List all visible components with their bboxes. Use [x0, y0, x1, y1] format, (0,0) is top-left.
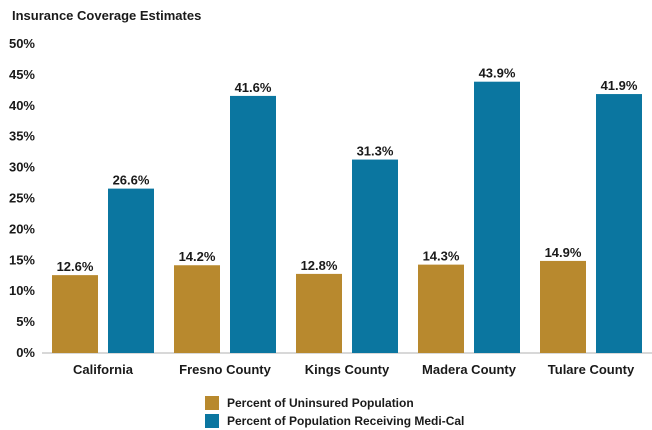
data-label: 41.9%: [601, 78, 638, 93]
bar-uninsured: [52, 275, 98, 353]
data-label: 14.2%: [179, 249, 216, 264]
bar-uninsured: [540, 260, 586, 353]
bar-medi-cal: [108, 188, 154, 353]
chart-legend: Percent of Uninsured Population Percent …: [205, 394, 464, 430]
data-label: 26.6%: [113, 173, 150, 188]
data-label: 31.3%: [357, 144, 394, 159]
legend-swatch-uninsured: [205, 396, 219, 410]
y-tick-label: 15%: [9, 252, 35, 267]
data-label: 14.9%: [545, 245, 582, 260]
y-tick-label: 10%: [9, 283, 35, 298]
bar-uninsured: [174, 265, 220, 353]
x-category-label: Fresno County: [179, 362, 271, 377]
bar-medi-cal: [352, 159, 398, 353]
y-tick-label: 20%: [9, 221, 35, 236]
bar-medi-cal: [474, 81, 520, 353]
bar-medi-cal: [230, 95, 276, 354]
y-tick-label: 40%: [9, 98, 35, 113]
bar-uninsured: [418, 264, 464, 353]
legend-swatch-medi-cal: [205, 414, 219, 428]
y-tick-label: 30%: [9, 160, 35, 175]
x-category-label: Tulare County: [548, 362, 635, 377]
legend-item-uninsured: Percent of Uninsured Population: [205, 394, 464, 412]
x-category-label: Kings County: [305, 362, 390, 377]
y-tick-label: 35%: [9, 129, 35, 144]
legend-item-medi-cal: Percent of Population Receiving Medi-Cal: [205, 412, 464, 430]
y-tick-label: 25%: [9, 191, 35, 206]
y-tick-label: 5%: [16, 314, 35, 329]
x-category-label: Madera County: [422, 362, 517, 377]
chart-title: Insurance Coverage Estimates: [12, 8, 202, 23]
data-label: 14.3%: [423, 249, 460, 264]
bar-uninsured: [296, 273, 342, 353]
data-label: 43.9%: [479, 66, 516, 81]
data-label: 12.6%: [57, 259, 94, 274]
y-tick-label: 0%: [16, 345, 35, 360]
data-label: 12.8%: [301, 258, 338, 273]
legend-label-medi-cal: Percent of Population Receiving Medi-Cal: [227, 414, 465, 428]
y-tick-label: 45%: [9, 67, 35, 82]
legend-label-uninsured: Percent of Uninsured Population: [227, 396, 414, 410]
x-category-label: California: [73, 362, 134, 377]
y-tick-label: 50%: [9, 36, 35, 51]
bar-medi-cal: [596, 94, 642, 354]
data-label: 41.6%: [235, 80, 272, 95]
